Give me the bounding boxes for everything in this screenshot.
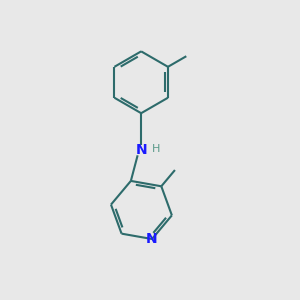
Text: N: N [146, 232, 158, 246]
Text: N: N [135, 143, 147, 157]
Text: H: H [152, 143, 161, 154]
